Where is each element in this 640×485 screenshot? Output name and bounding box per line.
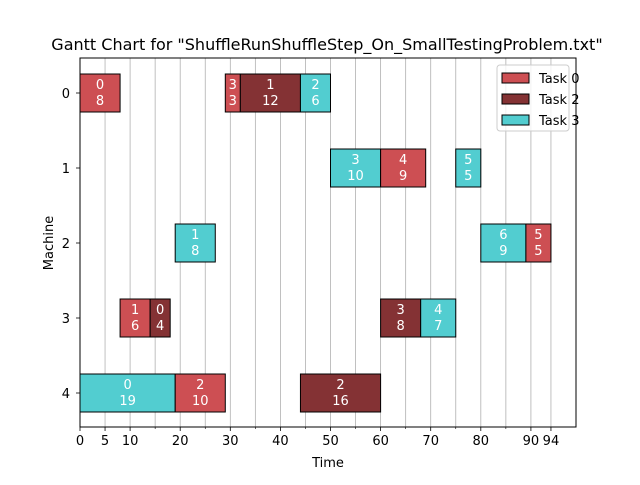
x-tick-label: 94 [543, 434, 560, 449]
gantt-bar [380, 148, 427, 188]
plot-frame [79, 57, 577, 428]
gantt-bar [79, 373, 176, 413]
gantt-bar [525, 223, 552, 263]
x-tick-label: 70 [422, 434, 439, 449]
gantt-bar [330, 148, 382, 188]
gantt-bar [299, 73, 332, 113]
legend-label: Task 3 [538, 114, 579, 129]
bar-label-top: 1 [131, 303, 139, 318]
gantt-bar [174, 373, 226, 413]
bar-label-top: 0 [156, 303, 164, 318]
bar-label-bottom: 9 [399, 169, 407, 184]
chart-title: Gantt Chart for "ShuffleRunShuffleStep_O… [51, 35, 602, 55]
bar-label-bottom: 6 [131, 319, 139, 334]
bar-label-bottom: 3 [229, 94, 237, 109]
x-tick-label: 30 [222, 434, 239, 449]
bar-label-top: 2 [311, 78, 319, 93]
gantt-bar [480, 223, 527, 263]
bar-label-top: 4 [399, 153, 407, 168]
legend-swatch [501, 114, 530, 126]
gantt-bar [174, 223, 216, 263]
bar-label-top: 1 [266, 78, 274, 93]
x-tick-label: 5 [101, 434, 109, 449]
legend-swatch [501, 93, 530, 105]
legend-swatch [501, 72, 530, 84]
gantt-bar [380, 298, 422, 338]
x-tick-label: 20 [172, 434, 189, 449]
gantt-bar [239, 73, 301, 113]
x-tick-label: 50 [322, 434, 339, 449]
y-tick-label: 2 [62, 237, 70, 252]
bar-label-bottom: 5 [464, 169, 472, 184]
bar-label-top: 3 [351, 153, 359, 168]
legend-label: Task 0 [538, 72, 579, 87]
bar-label-top: 0 [96, 78, 104, 93]
y-tick-label: 4 [62, 387, 70, 402]
y-axis-ticks: 0 1 2 3 4 [62, 87, 80, 402]
x-tick-label: 80 [473, 434, 490, 449]
gantt-bar [299, 373, 382, 413]
bar-label-bottom: 4 [156, 319, 164, 334]
bar-label-bottom: 12 [262, 94, 279, 109]
bar-label-bottom: 16 [332, 394, 349, 409]
gantt-bar [119, 298, 151, 338]
bar-label-bottom: 8 [397, 319, 405, 334]
bar-label-top: 5 [464, 153, 472, 168]
legend-label: Task 2 [538, 93, 579, 108]
bar-label-bottom: 8 [96, 94, 104, 109]
x-axis-ticks: 0 5 10 20 30 40 50 60 70 80 90 94 [76, 427, 559, 449]
legend: Task 0 Task 2 Task 3 [496, 64, 579, 132]
bar-label-bottom: 7 [434, 319, 442, 334]
bar-label-top: 5 [534, 228, 542, 243]
bar-label-bottom: 19 [119, 394, 136, 409]
bar-label-top: 0 [123, 378, 131, 393]
bar-label-top: 3 [229, 78, 237, 93]
bar-label-bottom: 10 [347, 169, 364, 184]
gantt-bar [149, 298, 171, 338]
grid-lines [79, 58, 552, 427]
bar-label-bottom: 6 [311, 94, 319, 109]
y-tick-label: 3 [62, 312, 70, 327]
bar-label-top: 2 [196, 378, 204, 393]
bar-label-top: 4 [434, 303, 442, 318]
bar-label-bottom: 10 [192, 394, 209, 409]
x-tick-label: 10 [122, 434, 139, 449]
y-axis-label: Machine [42, 216, 57, 270]
bar-label-bottom: 9 [499, 244, 507, 259]
x-tick-label: 40 [272, 434, 289, 449]
bar-label-top: 2 [336, 378, 344, 393]
x-tick-label: 0 [76, 434, 84, 449]
bar-label-bottom: 5 [534, 244, 542, 259]
bar-label-bottom: 8 [191, 244, 199, 259]
y-tick-label: 1 [62, 162, 70, 177]
x-tick-label: 60 [372, 434, 389, 449]
bar-label-top: 1 [191, 228, 199, 243]
y-tick-label: 0 [62, 87, 70, 102]
gantt-bar [420, 298, 457, 338]
x-axis-label: Time [311, 456, 344, 471]
gantt-bar [455, 148, 482, 188]
bar-label-top: 6 [499, 228, 507, 243]
x-tick-label: 90 [523, 434, 540, 449]
bar-label-top: 3 [397, 303, 405, 318]
